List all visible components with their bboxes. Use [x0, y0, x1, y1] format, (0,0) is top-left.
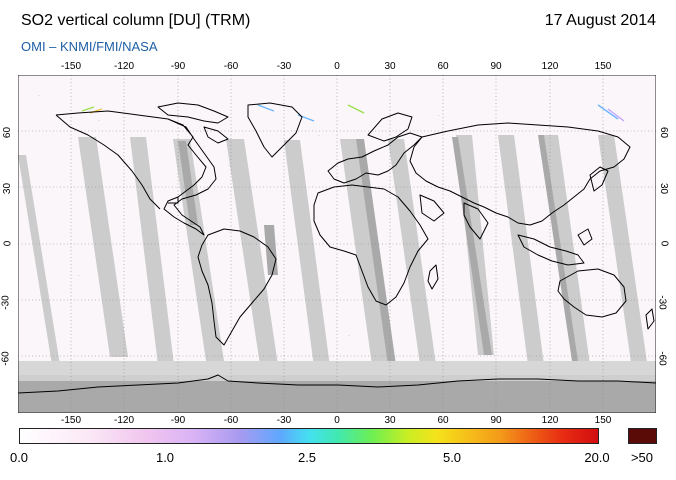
lat-tick: 60 — [658, 126, 670, 139]
coast-madagascar — [427, 264, 439, 290]
lat-tick: 0 — [2, 240, 14, 247]
lat-tick: -60 — [656, 351, 668, 366]
lat-tick: -60 — [0, 351, 12, 366]
colorbar-label: 20.0 — [584, 450, 610, 465]
colorbar-overflow-swatch — [628, 428, 657, 444]
coast-africa — [313, 184, 429, 306]
orbit-overlaps — [178, 135, 578, 365]
lat-tick: -30 — [0, 295, 12, 310]
lat-tick: 30 — [2, 182, 14, 195]
lat-tick: 0 — [658, 240, 670, 247]
colorbar-label: 5.0 — [442, 450, 462, 465]
lon-tick: -60 — [223, 415, 239, 426]
lon-tick: 30 — [384, 61, 396, 72]
lon-tick: 60 — [437, 415, 449, 426]
coastlines — [18, 102, 656, 394]
lon-tick: -90 — [170, 415, 186, 426]
coast-south-america — [197, 228, 277, 346]
so2-world-map — [18, 75, 656, 413]
lon-tick: 60 — [437, 61, 449, 72]
coast-arctic-islands — [157, 102, 229, 144]
lon-tick: -150 — [60, 415, 82, 426]
coast-se-asia — [517, 228, 593, 266]
lon-tick: 90 — [490, 415, 502, 426]
lat-ticks-right: 60 30 0 -30 -60 — [656, 75, 674, 413]
colorbar-gradient — [19, 428, 599, 444]
lat-ticks-left: 60 30 0 -30 -60 — [0, 75, 18, 413]
lon-tick: -120 — [113, 61, 135, 72]
colorbar-label: >50 — [630, 450, 654, 465]
lon-tick: 30 — [384, 415, 396, 426]
coast-europe — [327, 132, 423, 184]
lon-tick: -30 — [276, 61, 292, 72]
colorbar-label: 2.5 — [297, 450, 317, 465]
lon-ticks-bottom: -150 -120 -90 -60 -30 0 30 60 90 120 150 — [18, 415, 656, 427]
colorbar-label: 1.0 — [155, 450, 175, 465]
lon-tick: 120 — [541, 61, 559, 72]
lon-ticks-top: -150 -120 -90 -60 -30 0 30 60 90 120 150 — [18, 61, 656, 73]
lat-tick: -30 — [656, 295, 668, 310]
coast-australia — [557, 268, 627, 318]
orbit-gaps — [18, 135, 648, 369]
coast-north-america — [55, 110, 217, 236]
lon-tick: 0 — [334, 61, 340, 72]
lon-tick: 0 — [334, 415, 340, 426]
data-credit: OMI – KNMI/FMI/NASA — [21, 39, 158, 54]
coast-greenland — [247, 102, 303, 158]
lat-tick: 30 — [658, 182, 670, 195]
coast-new-zealand — [645, 308, 655, 330]
colorbar-label: 0.0 — [9, 450, 29, 465]
lon-tick: -150 — [60, 61, 82, 72]
lon-tick: 150 — [594, 61, 612, 72]
lon-tick: -120 — [113, 415, 135, 426]
lon-tick: -30 — [276, 415, 292, 426]
lon-tick: -60 — [223, 61, 239, 72]
coast-japan — [589, 166, 609, 192]
lon-tick: 150 — [594, 415, 612, 426]
lon-tick: 120 — [541, 415, 559, 426]
coast-arabia-india — [419, 194, 489, 240]
lon-tick: -90 — [170, 61, 186, 72]
coast-asia — [409, 122, 631, 226]
lat-tick: 60 — [2, 126, 14, 139]
coast-antarctica — [18, 374, 656, 394]
polar-band-fade — [18, 361, 656, 375]
lon-tick: 90 — [490, 61, 502, 72]
map-title: SO2 vertical column [DU] (TRM) — [21, 12, 251, 29]
coast-scandinavia — [367, 112, 413, 142]
map-date: 17 August 2014 — [544, 12, 656, 29]
